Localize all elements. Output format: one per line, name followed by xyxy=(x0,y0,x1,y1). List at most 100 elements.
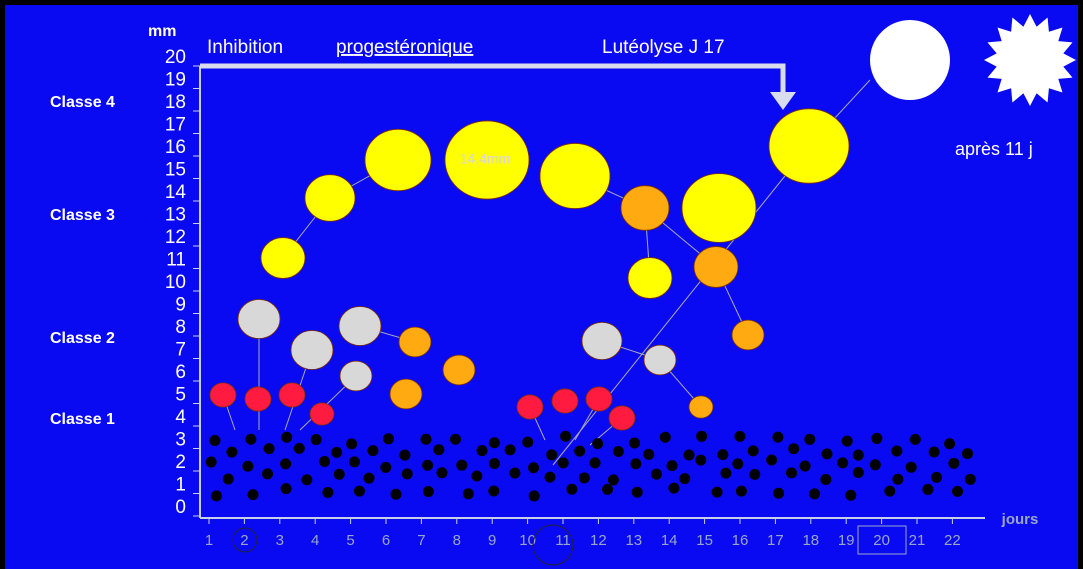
small-follicle xyxy=(931,472,942,483)
small-follicle xyxy=(522,437,533,448)
small-follicle xyxy=(301,474,312,485)
small-follicle xyxy=(566,484,577,495)
y-tick-label: 20 xyxy=(165,47,186,68)
follicle xyxy=(628,258,672,299)
small-follicle xyxy=(477,445,488,456)
small-follicle xyxy=(319,456,330,467)
x-tick-label: 3 xyxy=(276,532,284,549)
annotation: progestéronique xyxy=(336,37,473,58)
small-follicle xyxy=(245,434,256,445)
x-tick-label: 1 xyxy=(205,532,213,549)
small-follicle xyxy=(952,486,963,497)
small-follicle xyxy=(608,474,619,485)
small-follicle xyxy=(696,431,707,442)
follicle xyxy=(245,387,271,411)
class-label: Classe 2 xyxy=(50,330,115,347)
small-follicle xyxy=(736,486,747,497)
small-follicle xyxy=(206,456,217,467)
class-label: Classe 3 xyxy=(50,207,115,224)
small-follicle xyxy=(489,458,500,469)
small-follicle xyxy=(560,431,571,442)
small-follicle xyxy=(962,448,973,459)
follicle xyxy=(279,383,305,407)
y-tick-label: 14 xyxy=(165,182,187,203)
small-follicle xyxy=(853,450,864,461)
small-follicle xyxy=(748,445,759,456)
small-follicle xyxy=(884,486,895,497)
y-tick-label: 16 xyxy=(165,137,186,158)
small-follicle xyxy=(786,467,797,478)
small-follicle xyxy=(871,433,882,444)
small-follicle xyxy=(471,470,482,481)
small-follicle xyxy=(870,459,881,470)
small-follicle xyxy=(766,455,777,466)
follicle xyxy=(390,379,422,409)
small-follicle xyxy=(264,443,275,454)
small-follicle xyxy=(809,488,820,499)
small-follicle xyxy=(590,457,601,468)
follicle xyxy=(365,129,431,190)
small-follicle xyxy=(632,487,643,498)
small-follicle xyxy=(450,434,461,445)
small-follicle xyxy=(734,431,745,442)
x-tick-label: 5 xyxy=(346,532,354,549)
x-tick-label: 14 xyxy=(661,532,678,549)
small-follicle xyxy=(399,450,410,461)
follicle xyxy=(586,387,612,411)
small-follicle xyxy=(788,443,799,454)
small-follicle xyxy=(558,457,569,468)
y-tick-label: 12 xyxy=(165,227,186,248)
x-unit: jours xyxy=(1001,511,1039,528)
y-tick-label: 5 xyxy=(175,385,186,406)
x-tick-label: 11 xyxy=(555,532,571,549)
small-follicle xyxy=(732,458,743,469)
follicle xyxy=(210,383,236,407)
x-tick-label: 4 xyxy=(311,532,319,549)
diagram: mm 01234567891011121314151617181920 1234… xyxy=(0,0,1083,569)
x-tick-label: 12 xyxy=(590,532,607,549)
small-follicle xyxy=(423,486,434,497)
small-follicle xyxy=(354,486,365,497)
small-follicle xyxy=(853,467,864,478)
small-follicle xyxy=(311,434,322,445)
class-label: Classe 1 xyxy=(50,411,115,428)
follicle xyxy=(339,306,381,345)
small-follicle xyxy=(211,490,222,501)
small-follicle xyxy=(346,438,357,449)
annotation: 14.4mm xyxy=(460,151,511,167)
small-follicle xyxy=(695,455,706,466)
small-follicle xyxy=(668,483,679,494)
x-tick-label: 9 xyxy=(488,532,496,549)
y-tick-label: 4 xyxy=(175,407,186,428)
follicle xyxy=(291,330,333,369)
follicle xyxy=(238,299,280,338)
y-tick-label: 15 xyxy=(165,160,186,181)
small-follicle xyxy=(334,469,345,480)
small-follicle xyxy=(574,446,585,457)
small-follicle xyxy=(248,489,259,500)
small-follicle xyxy=(720,468,731,479)
follicle xyxy=(689,396,713,418)
x-tick-label: 17 xyxy=(767,532,784,549)
x-tick-label: 7 xyxy=(417,532,425,549)
small-follicle xyxy=(380,462,391,473)
annotation: Lutéolyse J 17 xyxy=(602,37,725,58)
y-tick-label: 1 xyxy=(175,475,186,496)
y-tick-label: 19 xyxy=(165,70,186,91)
small-follicle xyxy=(322,487,333,498)
x-tick-label: 15 xyxy=(696,532,713,549)
y-tick-label: 17 xyxy=(165,115,186,136)
small-follicle xyxy=(965,474,976,485)
x-tick-label: 8 xyxy=(453,532,461,549)
small-follicle xyxy=(528,462,539,473)
small-follicle xyxy=(929,446,940,457)
small-follicle xyxy=(944,438,955,449)
follicle xyxy=(682,174,756,243)
x-tick-label: 13 xyxy=(625,532,642,549)
small-follicle xyxy=(529,490,540,501)
small-follicle xyxy=(223,474,234,485)
annotation: après 11 j xyxy=(955,139,1033,159)
follicle xyxy=(517,395,543,419)
x-tick-label: 16 xyxy=(732,532,749,549)
follicle xyxy=(621,186,669,231)
